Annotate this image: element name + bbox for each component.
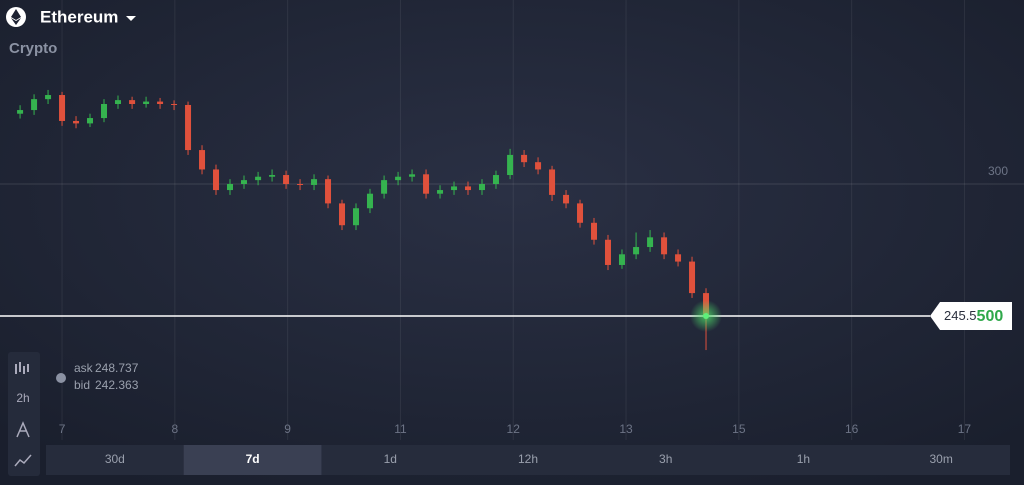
bid-value: 242.363	[95, 378, 139, 392]
timeframe-button[interactable]: 12h	[518, 452, 538, 466]
help-icon[interactable]	[56, 373, 66, 383]
candle-body	[45, 95, 52, 100]
candle-body	[661, 237, 668, 255]
candle-body	[535, 162, 542, 170]
timeframe-button[interactable]: 3h	[659, 452, 672, 466]
candle-body	[59, 95, 66, 121]
candle-body	[101, 104, 108, 119]
candle-body	[563, 194, 570, 204]
drawing-tool-button[interactable]	[16, 421, 30, 438]
x-tick-label: 9	[284, 422, 291, 436]
candle-body	[381, 180, 388, 194]
x-tick-label: 12	[507, 422, 521, 436]
candle-body	[577, 203, 584, 223]
chart-type-button[interactable]	[15, 362, 29, 374]
candle-body	[171, 104, 178, 105]
candle-body	[465, 186, 472, 191]
price-label-tail: 500	[977, 308, 1004, 325]
candle-body	[395, 176, 402, 181]
asset-category: Crypto	[9, 40, 57, 57]
candle-body	[366, 193, 373, 209]
x-tick-label: 17	[958, 422, 972, 436]
candle-body	[199, 150, 206, 170]
ask-label: ask	[74, 361, 94, 375]
candle-body	[240, 180, 247, 184]
timeframe-button[interactable]: 30m	[929, 452, 952, 466]
timeframe-button[interactable]: 30d	[105, 452, 125, 466]
candle-body	[73, 120, 80, 124]
candle-body	[591, 222, 598, 240]
candle-body	[213, 169, 220, 191]
candle-body	[549, 169, 556, 195]
candle-body	[325, 179, 332, 204]
candle-body	[633, 247, 640, 255]
indicator-button[interactable]	[14, 454, 32, 467]
eth-logo	[11, 9, 21, 25]
candle-body	[507, 154, 514, 176]
toolbar	[8, 352, 40, 476]
candle-body	[689, 261, 696, 294]
candle-body	[647, 237, 654, 248]
candle-body	[17, 110, 24, 114]
asset-name[interactable]: Ethereum	[40, 7, 118, 26]
x-tick-label: 11	[394, 422, 407, 436]
x-tick-label: 7	[59, 422, 66, 436]
interval-button[interactable]: 2h	[16, 391, 29, 405]
candle-body	[31, 99, 38, 111]
candle-body	[87, 118, 94, 124]
candle-body	[352, 208, 359, 226]
candle-body	[143, 101, 150, 104]
candle-body	[157, 101, 164, 104]
current-price-label: 245.5500	[944, 308, 1003, 325]
x-tick-label: 16	[845, 422, 859, 436]
candle-body	[451, 186, 458, 191]
timeframe-button[interactable]: 1d	[384, 452, 397, 466]
candle-body	[226, 184, 233, 191]
y-tick-label: 300	[988, 164, 1008, 178]
candle-body	[185, 104, 192, 151]
candle-body	[618, 254, 625, 265]
price-label-box	[930, 302, 1012, 330]
timeframe-button[interactable]: 1h	[797, 452, 810, 466]
candle-body	[521, 154, 528, 163]
candle-body	[604, 239, 611, 265]
candle-body	[675, 254, 682, 262]
timeframe-button[interactable]: 7d	[246, 452, 260, 466]
asset-dropdown[interactable]	[126, 16, 136, 21]
candle-body	[339, 203, 346, 226]
candle-body	[297, 184, 304, 185]
candle-body	[283, 175, 290, 184]
candle-body	[478, 184, 485, 191]
bid-label: bid	[74, 378, 90, 392]
candle-body	[437, 190, 444, 194]
candle-body	[409, 174, 416, 177]
price-dot	[703, 313, 710, 319]
ask-value: 248.737	[95, 361, 139, 375]
x-tick-label: 15	[732, 422, 746, 436]
candle-body	[311, 179, 318, 185]
candle-body	[492, 175, 499, 184]
candle-body	[269, 175, 276, 177]
candle-body	[129, 100, 136, 104]
candle-body	[114, 100, 121, 104]
timeframe-selected	[183, 445, 322, 475]
price-label-main: 245.5	[944, 308, 977, 323]
x-tick-label: 8	[171, 422, 178, 436]
candle-body	[255, 176, 262, 181]
candle-body	[423, 174, 430, 194]
x-tick-label: 13	[619, 422, 633, 436]
